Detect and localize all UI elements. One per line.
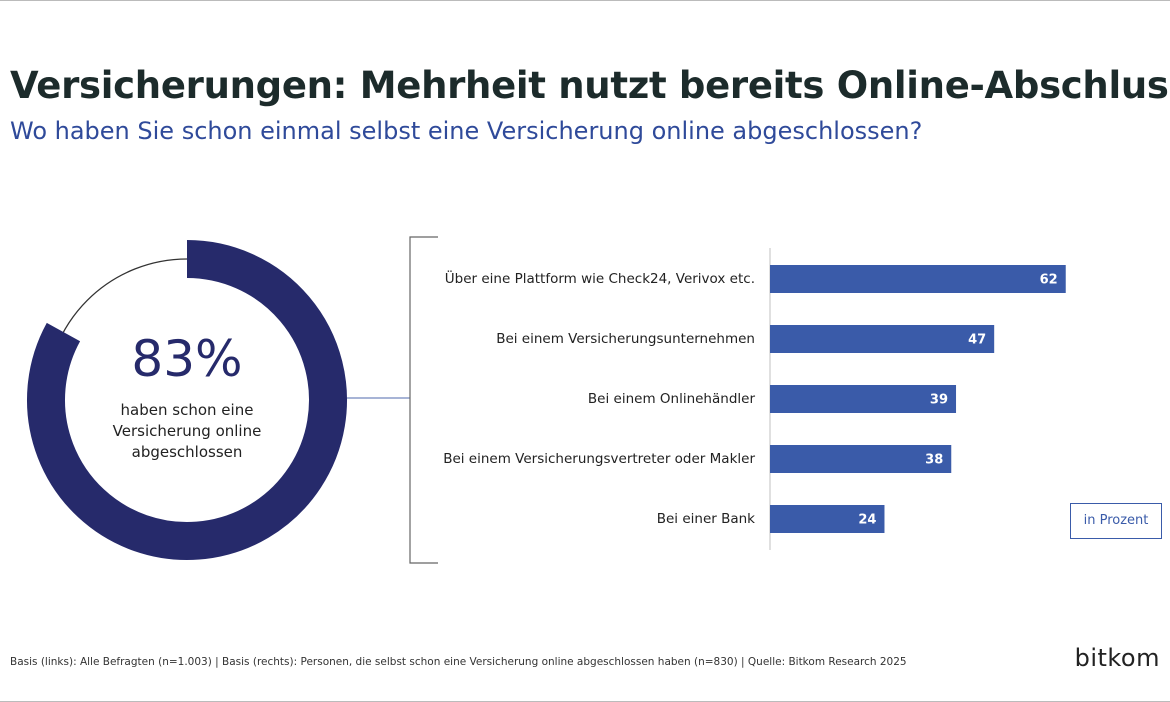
footnote: Basis (links): Alle Befragten (n=1.003) …	[10, 656, 907, 668]
value-label: 38	[925, 453, 943, 468]
category-label: Über eine Plattform wie Check24, Verivox…	[445, 269, 755, 287]
bar	[770, 325, 995, 353]
value-label: 24	[858, 513, 876, 528]
bar	[770, 385, 957, 413]
bar	[770, 445, 952, 473]
bracket	[409, 236, 438, 564]
value-label: 47	[968, 333, 986, 348]
category-label: Bei einem Onlinehändler	[588, 391, 756, 407]
subtitle: Wo haben Sie schon einmal selbst eine Ve…	[10, 117, 923, 145]
category-label: Bei einem Versicherungsvertreter oder Ma…	[443, 451, 755, 467]
logo: bitkom	[1074, 644, 1160, 672]
bar	[770, 265, 1066, 293]
unit-note: in Prozent	[1070, 503, 1162, 539]
value-label: 39	[930, 393, 948, 408]
donut-label: haben schon eine Versicherung online abg…	[112, 401, 262, 461]
bar	[770, 505, 885, 533]
category-label: Bei einer Bank	[657, 511, 755, 527]
category-label: Bei einem Versicherungsunternehmen	[496, 331, 755, 347]
donut-arc	[27, 240, 347, 560]
donut-value: 83%	[131, 330, 243, 388]
title: Versicherungen: Mehrheit nutzt bereits O…	[10, 64, 1170, 107]
value-label: 62	[1040, 273, 1058, 288]
